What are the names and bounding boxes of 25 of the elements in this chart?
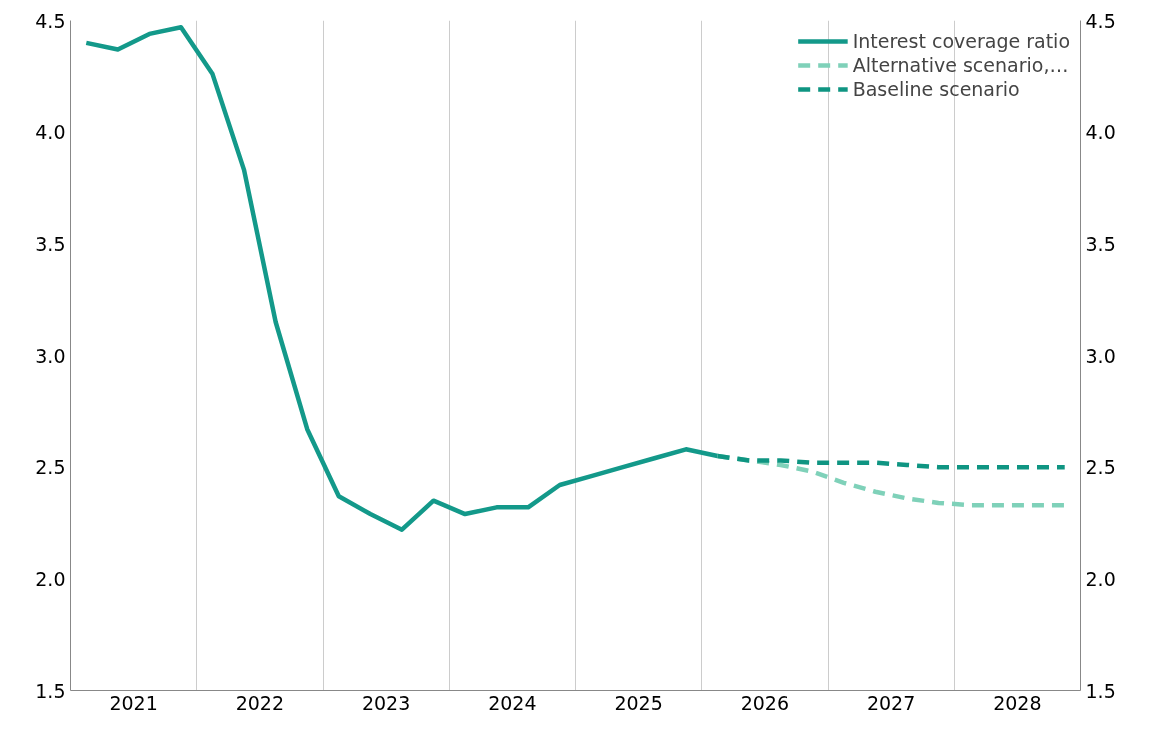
x-tick-label: 2028 [993, 691, 1042, 714]
legend-label: Interest coverage ratio [852, 30, 1070, 52]
x-tick-label: 2026 [740, 691, 790, 714]
y-tick-label: 4.5 [35, 9, 66, 32]
y-tick-label: 2.5 [35, 456, 66, 479]
y2-tick-label: 2.5 [1085, 456, 1116, 479]
y-tick-label: 3.0 [35, 344, 66, 367]
x-tick-label: 2025 [614, 691, 663, 714]
y2-tick-label: 4.0 [1085, 121, 1116, 144]
y2-tick-label: 3.5 [1085, 232, 1116, 255]
y-tick-label: 3.5 [35, 232, 66, 255]
y-tick-label: 2.0 [35, 567, 66, 590]
y-tick-label: 1.5 [35, 679, 66, 702]
y-tick-label: 4.0 [35, 121, 66, 144]
x-tick-label: 2027 [866, 691, 916, 714]
legend-label: Alternative scenario,… [852, 54, 1069, 76]
legend-label: Baseline scenario [852, 78, 1020, 100]
y2-tick-label: 3.0 [1085, 344, 1116, 367]
y2-tick-label: 4.5 [1085, 9, 1116, 32]
x-tick-label: 2023 [361, 691, 411, 714]
x-tick-label: 2022 [235, 691, 285, 714]
y2-tick-label: 1.5 [1085, 679, 1116, 702]
x-tick-label: 2021 [109, 691, 158, 714]
y2-tick-label: 2.0 [1085, 567, 1116, 590]
x-tick-label: 2024 [488, 691, 537, 714]
